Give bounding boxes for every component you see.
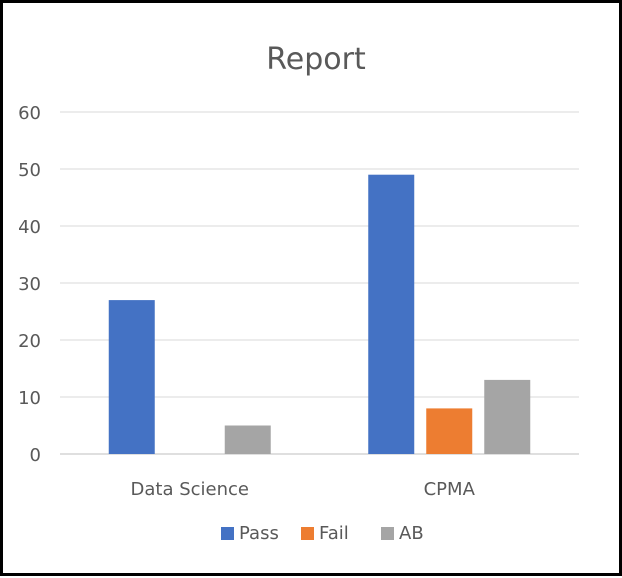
- bar-ab-cpma: [484, 379, 531, 454]
- legend-label-pass: Pass: [239, 523, 279, 544]
- bar-chart: Report 0 10 20 30 40 50 60 Data Science CPMA Pa…: [18, 42, 579, 544]
- legend: Pass Fail AB: [221, 523, 424, 544]
- bar-pass-cpma: [368, 174, 415, 454]
- bar-fail-cpma: [426, 408, 473, 454]
- y-tick-label: 30: [18, 274, 41, 295]
- y-tick-label: 60: [18, 103, 41, 124]
- legend-swatch-fail: [301, 527, 314, 540]
- bars: [108, 174, 531, 454]
- y-tick-label: 40: [18, 217, 41, 238]
- legend-swatch-ab: [381, 527, 394, 540]
- legend-label-fail: Fail: [319, 523, 349, 544]
- y-tick-label: 10: [18, 388, 41, 409]
- legend-label-ab: AB: [399, 523, 424, 544]
- y-tick-label: 50: [18, 160, 41, 181]
- chart-title: Report: [266, 42, 366, 77]
- x-tick-label: Data Science: [131, 479, 249, 500]
- x-axis: Data Science CPMA: [131, 479, 476, 500]
- bar-pass-data-science: [108, 300, 155, 454]
- x-tick-label: CPMA: [424, 479, 476, 500]
- bar-ab-data-science: [224, 425, 271, 454]
- legend-swatch-pass: [221, 527, 234, 540]
- y-tick-label: 0: [30, 445, 41, 466]
- y-axis: 0 10 20 30 40 50 60: [18, 103, 41, 466]
- y-tick-label: 20: [18, 331, 41, 352]
